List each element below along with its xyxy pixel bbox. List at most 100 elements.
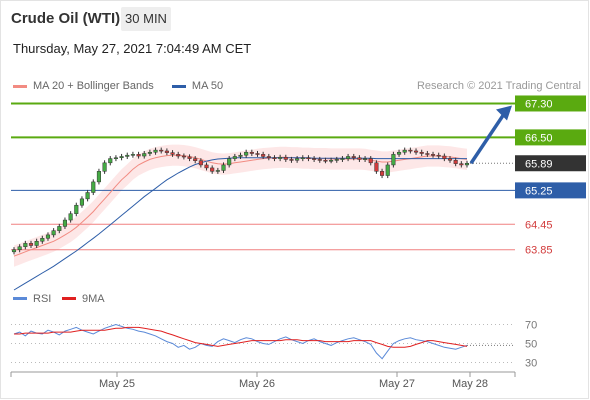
candle — [204, 162, 209, 171]
candle — [447, 156, 453, 163]
candle-body — [28, 243, 34, 246]
x-tick-label: May 26 — [239, 378, 275, 390]
candle-body — [210, 167, 215, 172]
candle-body — [453, 160, 458, 164]
level-label-65-89: 65.89 — [525, 158, 553, 170]
candle-body — [374, 162, 379, 172]
candle-body — [23, 243, 28, 248]
candle-body — [261, 154, 266, 157]
candle-body — [295, 158, 300, 161]
candle — [119, 153, 124, 161]
candle — [130, 151, 135, 158]
candle — [317, 156, 322, 163]
candle-body — [79, 198, 85, 206]
candle — [108, 156, 113, 166]
x-tick-label: May 27 — [379, 378, 415, 390]
candle-body — [153, 149, 158, 153]
candle-body — [363, 158, 368, 160]
rsi-ma-legend-label: 9MA — [82, 293, 105, 305]
level-label-63-85: 63.85 — [525, 245, 553, 257]
timeframe-badge[interactable]: 30 MIN — [121, 7, 171, 31]
candle — [57, 223, 62, 234]
rsi-ma-legend-swatch — [62, 297, 76, 300]
candle — [193, 156, 198, 164]
candle — [221, 162, 226, 173]
candle — [413, 148, 419, 155]
candle-body — [323, 160, 328, 162]
candle — [334, 156, 339, 163]
candle-body — [442, 155, 447, 159]
candle-body — [334, 159, 339, 161]
candle-body — [346, 156, 351, 159]
candle — [402, 147, 407, 155]
level-label-65-25: 65.25 — [525, 185, 553, 197]
x-tick-label: May 28 — [452, 378, 488, 390]
candle — [278, 154, 283, 162]
candle — [306, 155, 311, 162]
candle — [351, 153, 356, 161]
candle — [312, 156, 317, 162]
candle-body — [340, 158, 345, 160]
candle-body — [74, 204, 79, 214]
x-tick-label: May 25 — [99, 378, 135, 390]
candle-body — [464, 163, 470, 166]
bollinger-swatch — [13, 84, 27, 88]
candle-body — [232, 156, 237, 159]
candle — [79, 196, 85, 208]
candle-body — [249, 151, 254, 154]
candle-body — [68, 213, 73, 221]
candle-body — [170, 152, 175, 155]
candle — [408, 147, 413, 154]
candle-body — [397, 151, 402, 155]
level-label-67-30: 67.30 — [525, 98, 553, 110]
candle — [136, 151, 141, 159]
candle — [11, 247, 17, 255]
candle-body — [91, 181, 96, 193]
candle — [125, 152, 130, 160]
candle — [142, 150, 147, 159]
candle — [215, 167, 220, 174]
candle-body — [459, 163, 464, 166]
candle-body — [51, 230, 56, 236]
candle-body — [227, 158, 232, 166]
candle-body — [119, 156, 124, 158]
candle — [255, 150, 260, 157]
candle — [147, 149, 152, 157]
candle — [323, 157, 328, 164]
candle — [419, 149, 424, 157]
rsi-ma-line — [14, 326, 468, 348]
level-box-67-30 — [515, 95, 586, 112]
candle — [300, 155, 305, 162]
candle — [96, 168, 101, 185]
candle — [442, 153, 447, 162]
candle-body — [45, 234, 51, 239]
bollinger-legend-label: MA 20 + Bollinger Bands — [33, 80, 154, 93]
candle-body — [57, 226, 62, 231]
candle-body — [244, 151, 249, 156]
candle — [266, 153, 271, 161]
level-box-65-25 — [515, 182, 586, 199]
candle — [227, 156, 232, 168]
candle — [113, 155, 118, 162]
candle — [249, 149, 254, 157]
candle — [391, 151, 396, 168]
instrument-title: Crude Oil (WTI) — [11, 10, 121, 27]
osc-tick-label-50: 50 — [525, 339, 537, 351]
level-box-66-50 — [515, 129, 586, 146]
osc-tick-label-30: 30 — [525, 358, 537, 370]
candle-body — [125, 154, 130, 157]
candle — [340, 156, 345, 162]
rsi-legend-label: RSI — [33, 293, 51, 305]
candle — [363, 156, 368, 162]
candle — [357, 155, 362, 162]
candle-body — [181, 155, 186, 158]
ma50-legend-label: MA 50 — [191, 80, 224, 93]
candle-body — [187, 156, 192, 159]
candle-body — [266, 156, 271, 158]
candle — [346, 153, 351, 162]
candle — [459, 161, 464, 168]
candle — [289, 156, 294, 163]
candle — [176, 151, 181, 159]
candle-body — [380, 171, 385, 176]
